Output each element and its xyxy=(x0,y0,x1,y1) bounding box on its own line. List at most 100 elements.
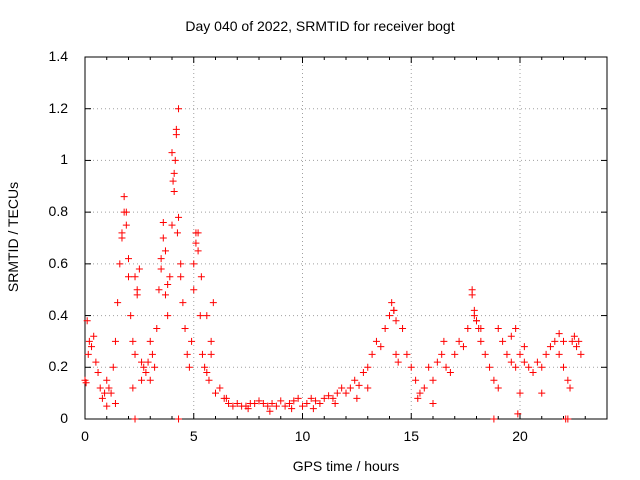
data-point xyxy=(507,358,515,366)
data-point xyxy=(142,368,150,376)
data-point xyxy=(264,402,272,410)
data-point xyxy=(477,325,485,332)
data-point xyxy=(169,177,177,185)
data-point xyxy=(138,358,146,366)
axis-ticks xyxy=(84,56,607,420)
data-point xyxy=(118,234,126,242)
data-point xyxy=(481,350,489,358)
data-point xyxy=(299,402,306,410)
data-point xyxy=(233,399,241,407)
data-point xyxy=(560,337,567,345)
data-point xyxy=(198,350,206,358)
data-point xyxy=(255,397,263,405)
data-point xyxy=(98,394,106,402)
data-point xyxy=(82,379,90,387)
data-point xyxy=(192,239,200,247)
data-point xyxy=(392,350,400,358)
x-tick-label: 5 xyxy=(189,428,198,444)
data-point xyxy=(555,350,563,358)
data-point xyxy=(542,350,550,358)
y-tick-label: 1 xyxy=(60,151,68,168)
data-point xyxy=(125,255,132,263)
data-point xyxy=(412,376,420,384)
data-point xyxy=(197,273,205,281)
data-point xyxy=(90,332,98,340)
data-point xyxy=(103,376,111,384)
data-point xyxy=(564,415,572,423)
data-point xyxy=(135,265,143,273)
data-point xyxy=(364,384,372,392)
x-tick-label: 20 xyxy=(512,428,528,444)
data-point xyxy=(346,384,354,392)
data-point xyxy=(85,337,93,345)
data-point xyxy=(538,363,546,371)
data-point xyxy=(551,337,559,345)
data-point xyxy=(399,325,407,332)
data-point xyxy=(390,306,398,314)
data-point xyxy=(148,350,156,358)
data-point xyxy=(494,384,502,392)
data-point xyxy=(207,350,215,358)
data-point xyxy=(172,125,180,133)
data-point xyxy=(83,317,91,325)
data-point xyxy=(575,337,583,345)
data-point xyxy=(203,312,211,320)
data-point xyxy=(105,384,113,392)
data-point xyxy=(170,187,178,195)
data-point xyxy=(125,273,132,281)
data-point xyxy=(568,337,576,345)
data-point xyxy=(96,384,104,392)
y-tick-label: 0.8 xyxy=(48,203,68,220)
data-point xyxy=(520,358,528,366)
data-point xyxy=(181,325,189,332)
data-point xyxy=(386,312,393,320)
data-point xyxy=(468,286,476,294)
data-point xyxy=(464,325,472,332)
data-point xyxy=(153,325,161,332)
x-tick-label: 10 xyxy=(294,428,311,444)
data-point xyxy=(555,330,563,338)
data-point xyxy=(353,394,361,402)
data-point xyxy=(131,350,139,358)
data-point xyxy=(177,273,185,281)
data-point xyxy=(194,247,202,255)
y-tick-label: 0.2 xyxy=(48,358,68,375)
data-point xyxy=(316,399,324,407)
data-point xyxy=(414,394,422,402)
data-point xyxy=(570,332,578,340)
x-tick-label: 0 xyxy=(81,428,89,444)
data-point xyxy=(146,376,154,384)
data-point xyxy=(170,169,178,177)
data-point xyxy=(175,415,183,423)
data-point xyxy=(388,299,396,307)
data-point xyxy=(368,350,376,358)
data-point xyxy=(364,363,372,371)
data-point xyxy=(381,325,389,332)
data-point xyxy=(259,399,267,407)
data-point xyxy=(477,337,485,345)
y-tick-label: 0 xyxy=(60,410,68,426)
data-point xyxy=(111,399,119,407)
data-point xyxy=(164,312,172,320)
data-point xyxy=(268,399,276,407)
y-tick-label: 0.4 xyxy=(48,306,68,323)
chart-title: Day 040 of 2022, SRMTID for receiver bog… xyxy=(185,18,455,34)
data-point xyxy=(490,376,498,384)
data-point xyxy=(157,265,165,273)
data-point xyxy=(194,229,202,237)
x-tick-label: 15 xyxy=(403,428,420,444)
data-point xyxy=(114,299,122,307)
data-point xyxy=(533,358,541,366)
data-point xyxy=(451,350,459,358)
data-point xyxy=(84,350,92,358)
data-point xyxy=(309,405,317,413)
data-point xyxy=(494,325,502,332)
data-point xyxy=(216,384,224,392)
data-point xyxy=(325,392,333,400)
data-point xyxy=(529,368,537,376)
data-point xyxy=(486,363,494,371)
data-point xyxy=(507,332,515,340)
y-axis-label: SRMTID / TECUs xyxy=(5,181,21,293)
data-point xyxy=(177,260,185,268)
